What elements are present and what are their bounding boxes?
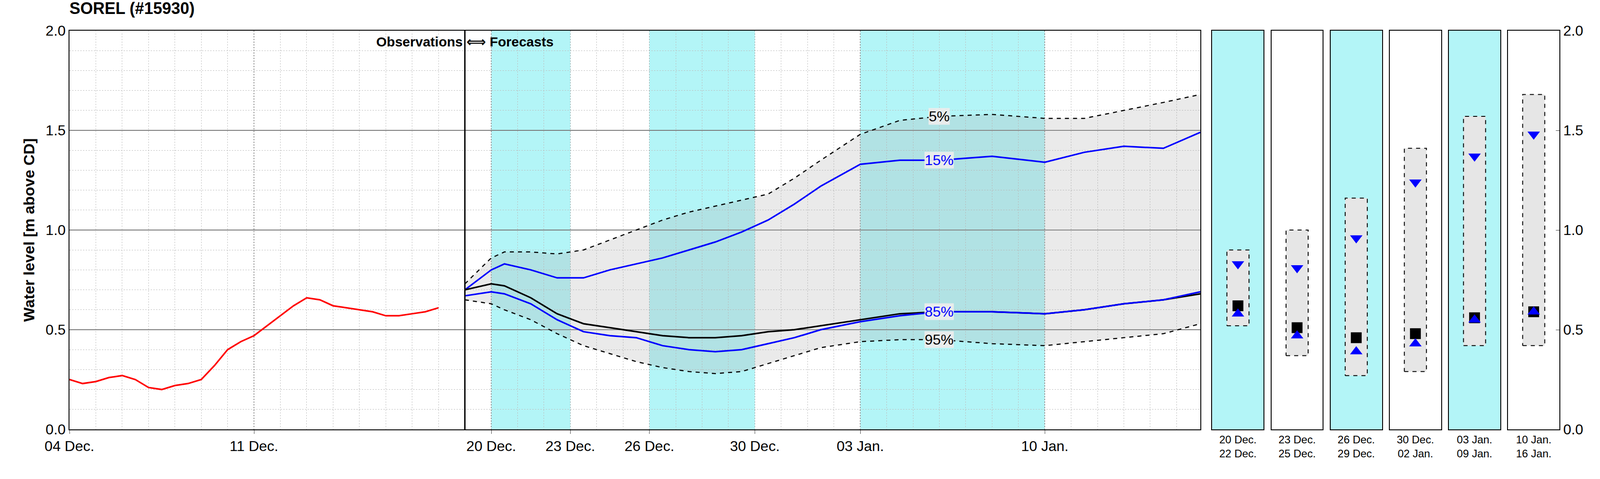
svg-text:04 Dec.: 04 Dec.: [44, 438, 95, 455]
svg-text:0.5: 0.5: [1563, 321, 1583, 338]
svg-text:26 Dec.29 Dec.: 26 Dec.29 Dec.: [1337, 433, 1375, 460]
svg-text:0.5: 0.5: [45, 321, 66, 338]
svg-text:20 Dec.: 20 Dec.: [466, 438, 517, 455]
svg-text:10 Jan.: 10 Jan.: [1021, 438, 1069, 455]
svg-text:5%: 5%: [928, 108, 950, 125]
svg-text:20 Dec.22 Dec.: 20 Dec.22 Dec.: [1219, 433, 1257, 460]
svg-text:30 Dec.: 30 Dec.: [729, 438, 780, 455]
svg-text:1.0: 1.0: [45, 221, 66, 239]
svg-text:95%: 95%: [924, 331, 954, 348]
svg-text:0.0: 0.0: [45, 421, 66, 438]
svg-text:85%: 85%: [924, 303, 954, 320]
svg-text:1.5: 1.5: [45, 122, 66, 139]
svg-text:30 Dec.02 Jan.: 30 Dec.02 Jan.: [1396, 433, 1435, 460]
svg-text:Water level [m above CD]: Water level [m above CD]: [20, 138, 38, 323]
svg-text:0.0: 0.0: [1563, 421, 1583, 438]
svg-text:26 Dec.: 26 Dec.: [624, 438, 674, 455]
svg-text:03 Jan.09 Jan.: 03 Jan.09 Jan.: [1457, 433, 1493, 460]
svg-text:SOREL (#15930): SOREL (#15930): [69, 0, 195, 18]
svg-text:15%: 15%: [924, 152, 954, 169]
svg-text:23 Dec.: 23 Dec.: [545, 438, 595, 455]
svg-text:1.0: 1.0: [1563, 221, 1583, 239]
svg-text:03 Jan.: 03 Jan.: [836, 438, 885, 455]
svg-text:10 Jan.16 Jan.: 10 Jan.16 Jan.: [1516, 433, 1552, 460]
svg-text:1.5: 1.5: [1563, 122, 1583, 139]
svg-text:2.0: 2.0: [1563, 22, 1583, 39]
svg-text:2.0: 2.0: [45, 22, 66, 39]
svg-text:23 Dec.25 Dec.: 23 Dec.25 Dec.: [1278, 433, 1316, 460]
svg-text:Observations ⟺ Forecasts: Observations ⟺ Forecasts: [376, 34, 554, 50]
svg-text:11 Dec.: 11 Dec.: [229, 438, 279, 455]
